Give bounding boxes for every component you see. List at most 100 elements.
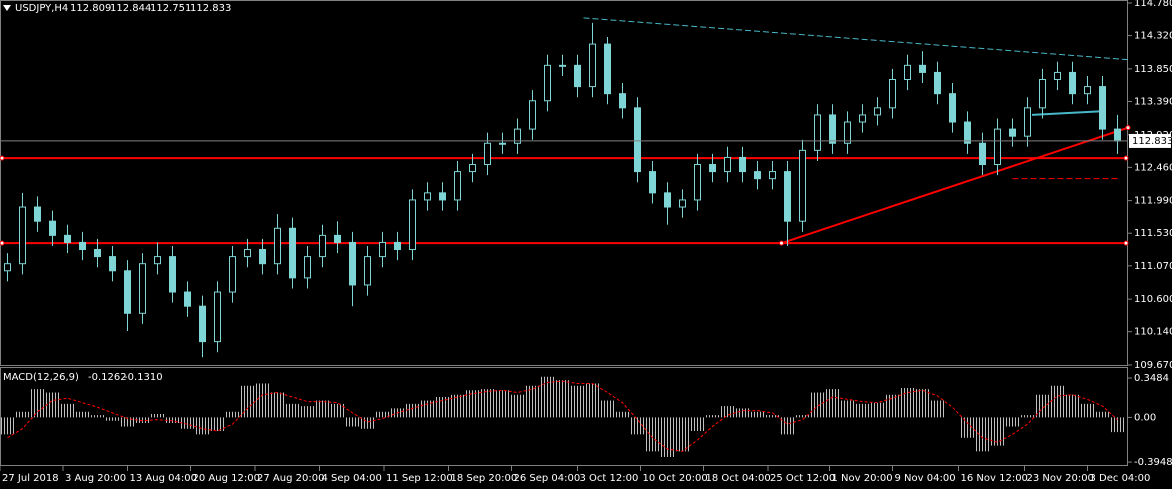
- candle-body: [514, 128, 521, 144]
- candle-body: [859, 114, 866, 123]
- candle-body: [214, 291, 221, 343]
- candle-body: [979, 142, 986, 166]
- candle-body: [409, 199, 416, 251]
- x-tick-label: 10 Oct 20:00: [643, 473, 708, 484]
- candle-body: [64, 234, 71, 243]
- candle-body: [379, 241, 386, 258]
- candle-body: [454, 171, 461, 201]
- y-tick-label: 113.390: [1134, 96, 1172, 107]
- candle-body: [184, 291, 191, 307]
- quote-low: 112.751: [150, 3, 191, 14]
- candle-body: [694, 164, 701, 201]
- current-price-box: [1129, 133, 1171, 148]
- trendline: [1031, 110, 1100, 116]
- candle-body: [394, 241, 401, 251]
- y-tick-label: 112.460: [1134, 162, 1172, 173]
- x-tick-label: 23 Nov 20:00: [1027, 473, 1094, 484]
- candle-body: [1024, 107, 1031, 137]
- y-tick-label: -0.3948: [1134, 457, 1172, 468]
- candle-body: [319, 234, 326, 258]
- y-tick-label: 114.320: [1134, 31, 1172, 42]
- candle-body: [289, 227, 296, 279]
- x-tick-label: 16 Nov 12:00: [961, 473, 1028, 484]
- candle-body: [154, 256, 161, 265]
- candle-body: [79, 241, 86, 251]
- symbol: USDJPY,H4: [15, 3, 68, 14]
- trendline-point: [779, 240, 784, 246]
- y-tick-label: 0.3484: [1134, 373, 1169, 384]
- candle-body: [679, 199, 686, 208]
- candle-body: [484, 142, 491, 166]
- candle-body: [274, 227, 281, 265]
- y-tick-label: 114.780: [1134, 0, 1172, 9]
- candle-body: [139, 263, 146, 314]
- y-tick-label: 110.140: [1134, 327, 1172, 338]
- candle-body: [259, 249, 266, 265]
- candle-body: [124, 270, 131, 314]
- y-tick-label: 0.00: [1134, 412, 1156, 423]
- macd-reading: -0.1262: [88, 372, 127, 383]
- quote-close: 112.833: [190, 3, 231, 14]
- candle-body: [499, 142, 506, 145]
- y-tick-label: 111.530: [1134, 228, 1172, 239]
- candle-body: [109, 256, 116, 272]
- candle-body: [4, 263, 11, 272]
- candle-body: [244, 249, 251, 258]
- candle-body: [739, 156, 746, 173]
- candle-body: [604, 43, 611, 95]
- candle-body: [919, 64, 926, 73]
- candle-body: [1084, 86, 1091, 95]
- candle-body: [1039, 79, 1046, 109]
- candle-body: [664, 192, 671, 208]
- current-price-label: 112.833: [1132, 136, 1172, 147]
- candle-body: [574, 64, 581, 88]
- x-tick-label: 18 Oct 04:00: [706, 473, 771, 484]
- candle-body: [424, 192, 431, 201]
- candle-body: [94, 249, 101, 258]
- x-tick-label: 11 Sep 12:00: [386, 473, 453, 484]
- candle-body: [994, 128, 1001, 166]
- candle-body: [754, 171, 761, 180]
- main-frame: [0, 0, 1128, 366]
- y-tick-label: 111.990: [1134, 196, 1172, 207]
- candle-body: [229, 256, 236, 293]
- candle-body: [304, 256, 311, 279]
- candle-body: [874, 107, 881, 116]
- trendline: [781, 126, 1129, 245]
- candle-body: [589, 43, 596, 88]
- x-tick-label: 27 Jul 2018: [2, 473, 59, 484]
- candle-body: [619, 93, 626, 109]
- line-handle: [0, 155, 5, 161]
- candle-body: [559, 64, 566, 67]
- x-tick-label: 3 Oct 12:00: [580, 473, 639, 484]
- line-handle: [1123, 155, 1129, 161]
- x-tick-label: 9 Nov 04:00: [895, 473, 956, 484]
- candle-body: [364, 256, 371, 286]
- candle-body: [544, 64, 551, 102]
- macd-frame: [0, 367, 1128, 466]
- candle-body: [169, 256, 176, 293]
- trendline: [583, 17, 1129, 61]
- x-tick-label: 26 Sep 04:00: [514, 473, 581, 484]
- candle-body: [529, 100, 536, 130]
- candle-body: [799, 149, 806, 222]
- candle-body: [1099, 86, 1106, 130]
- x-tick-label: 27 Aug 20:00: [257, 473, 324, 484]
- signal-line: [7, 380, 1118, 452]
- candle-body: [964, 121, 971, 144]
- x-tick-label: 25 Oct 12:00: [770, 473, 835, 484]
- candle-body: [1054, 71, 1061, 81]
- candle-body: [349, 241, 356, 286]
- quote-open: 112.809: [70, 3, 111, 14]
- candle-body: [49, 220, 56, 236]
- line-handle: [1123, 240, 1129, 246]
- candle-body: [34, 206, 41, 222]
- x-tick-label: 20 Aug 12:00: [193, 473, 260, 484]
- menu-icon[interactable]: [3, 5, 11, 11]
- macd-title: MACD(12,26,9): [3, 372, 79, 383]
- candle-body: [709, 164, 716, 173]
- candle-body: [724, 156, 731, 173]
- candle-body: [904, 64, 911, 81]
- candle-body: [934, 71, 941, 95]
